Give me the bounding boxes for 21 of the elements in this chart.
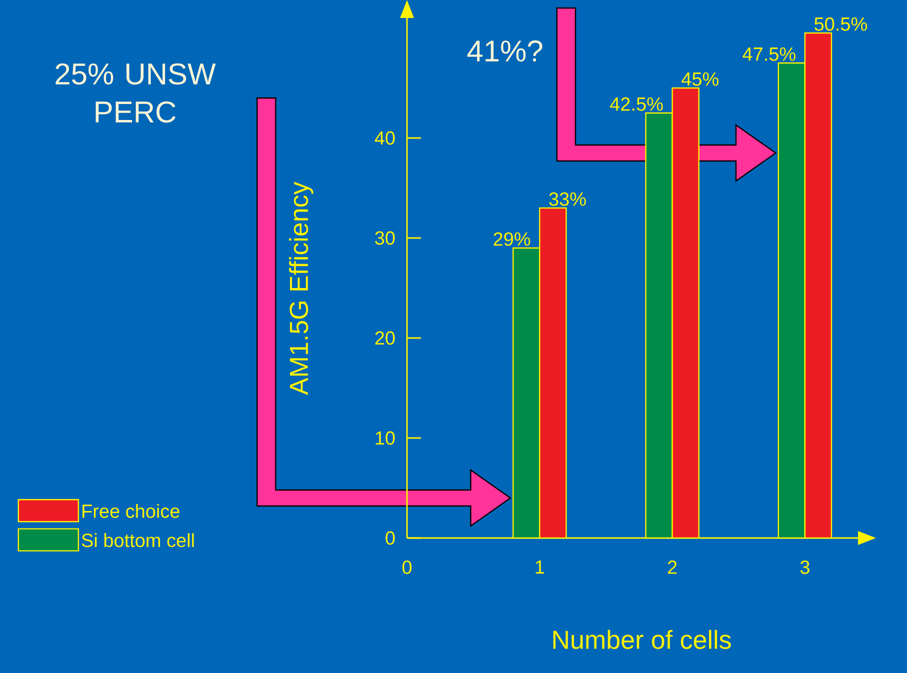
y-axis-title: AM1.5G Efficiency [289,182,314,396]
data-label: 33% [549,192,586,206]
x-tick-label: 0 [402,560,412,574]
data-label: 42.5% [610,97,663,111]
data-label: 47.5% [742,47,796,61]
x-tick-label: 3 [800,560,810,574]
y-tick-label: 40 [374,131,395,145]
legend-label: Si bottom cell [82,533,194,548]
x-tick-label: 2 [668,560,677,574]
text: 25% UNSW PERC [56,63,216,123]
x-axis-title: Number of cells [553,630,731,650]
annotation: 41%? [467,40,542,62]
y-tick-label: 20 [375,331,395,345]
data-label: 45% [682,72,718,86]
y-tick-label: 30 [375,231,395,245]
data-label: 29% [494,232,530,246]
legend-label: Free choice [82,504,180,518]
x-tick-label: 1 [536,560,544,574]
y-tick-label: 0 [386,531,395,545]
data-label: 50.5% [814,17,867,31]
y-tick-label: 10 [376,431,395,445]
